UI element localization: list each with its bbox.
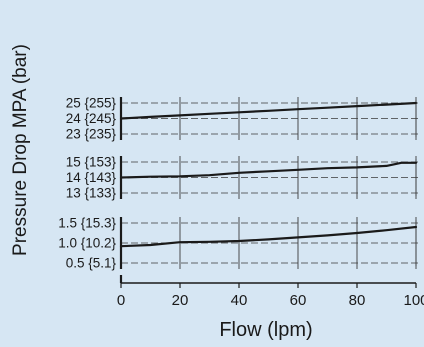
series-line	[119, 161, 418, 179]
y-axis-label: Pressure Drop MPA (bar)	[10, 44, 31, 256]
x-tick-label: 80	[349, 292, 366, 309]
x-tick-label: 40	[231, 292, 248, 309]
x-tick-label: 20	[172, 292, 189, 309]
y-tick-label: 25 {255}	[66, 96, 117, 111]
x-tick-label: 60	[290, 292, 307, 309]
y-tick-label: 23 {235}	[66, 127, 117, 142]
y-tick-label: 13 {133}	[66, 186, 117, 201]
y-tick-label: 0.5 {5.1}	[66, 256, 117, 271]
y-tick-label: 15 {153}	[66, 155, 117, 170]
panel-1: 25 {255}24 {245}23 {235}	[66, 96, 420, 142]
panels-group: 25 {255}24 {245}23 {235} 15 {153}14 {143}…	[58, 96, 420, 271]
x-tick-label: 100	[403, 292, 424, 309]
series-line	[119, 101, 418, 120]
y-tick-label: 1.5 {15.3}	[58, 216, 116, 231]
y-tick-label: 1.0 {10.2}	[58, 236, 116, 251]
x-axis: 0 20 40 60 80 100	[117, 275, 424, 309]
series-line	[119, 225, 418, 248]
panel-2: 15 {153}14 {143}13 {133}	[66, 155, 420, 201]
y-tick-label: 24 {245}	[66, 111, 117, 126]
x-tick-label: 0	[117, 292, 125, 309]
panel-3: 1.5 {15.3} 1.0 {10.2} 0.5 {5.1}	[58, 216, 420, 271]
y-tick-label: 14 {143}	[66, 170, 117, 185]
x-axis-label: Flow (lpm)	[219, 319, 312, 341]
